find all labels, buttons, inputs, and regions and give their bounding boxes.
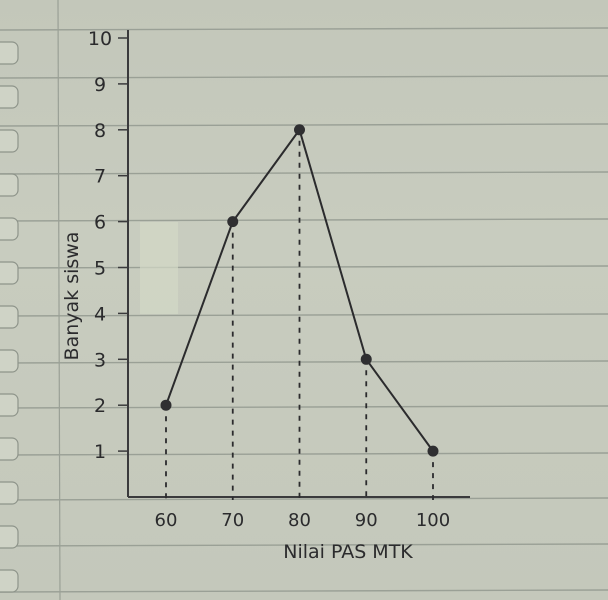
y-tick-label: 6: [94, 212, 106, 234]
x-tick-label: 100: [416, 510, 450, 531]
margin-line: [57, 0, 61, 600]
binder-hole: [0, 393, 19, 417]
y-tick-label: 8: [94, 120, 106, 142]
ruling-line: [0, 171, 608, 175]
binder-hole: [0, 481, 19, 505]
ruling-line: [0, 452, 608, 456]
ruling-line: [0, 313, 608, 317]
binder-hole: [0, 85, 19, 109]
y-tick-label: 2: [94, 395, 106, 417]
x-tick-label: 80: [288, 510, 311, 531]
ruling-line: [0, 27, 608, 31]
ruling-line: [0, 75, 608, 79]
y-tick-label: 1: [94, 441, 106, 463]
ruling-line: [0, 497, 608, 501]
y-tick-label: 7: [94, 166, 106, 188]
binder-hole: [0, 173, 19, 197]
drop-lines: [165, 129, 434, 500]
y-tick-label: 3: [94, 349, 106, 371]
binder-hole: [0, 349, 19, 373]
ruling-line: [0, 405, 608, 409]
data-point: [427, 445, 439, 457]
x-axis-label: Nilai PAS MTK: [283, 541, 413, 563]
ruling-line: [0, 265, 608, 269]
x-tick-label: 90: [355, 510, 378, 531]
data-point: [360, 353, 372, 365]
ruling-line: [0, 543, 608, 547]
y-tick-labels: 1 2 3 4 5 6 7 8 9 10: [88, 28, 128, 463]
binder-hole: [0, 569, 19, 593]
data-point: [227, 216, 239, 228]
x-tick-label: 70: [221, 510, 244, 531]
data-points: [160, 124, 439, 457]
ruling-line: [0, 589, 608, 593]
paper-patch: [140, 222, 178, 314]
ruling-line: [0, 360, 608, 364]
binder-hole: [0, 261, 19, 285]
binder-hole: [0, 129, 19, 153]
binder-hole: [0, 525, 19, 549]
binder-hole: [0, 41, 19, 65]
ruling-line: [0, 218, 608, 222]
binder-hole: [0, 217, 19, 241]
data-point: [294, 124, 305, 136]
x-tick-label: 60: [155, 510, 178, 531]
y-tick-label: 10: [88, 28, 112, 50]
binder-hole: [0, 437, 19, 461]
y-axis-label: Banyak siswa: [61, 232, 83, 361]
ruling-line: [0, 123, 608, 127]
y-tick-label: 4: [94, 303, 106, 325]
x-tick-labels: 60 70 80 90 100: [155, 510, 451, 531]
y-tick-label: 9: [94, 74, 106, 96]
binder-hole: [0, 305, 19, 329]
binder-rings: [0, 41, 19, 593]
y-tick-label: 5: [94, 258, 106, 280]
data-point: [160, 399, 172, 411]
